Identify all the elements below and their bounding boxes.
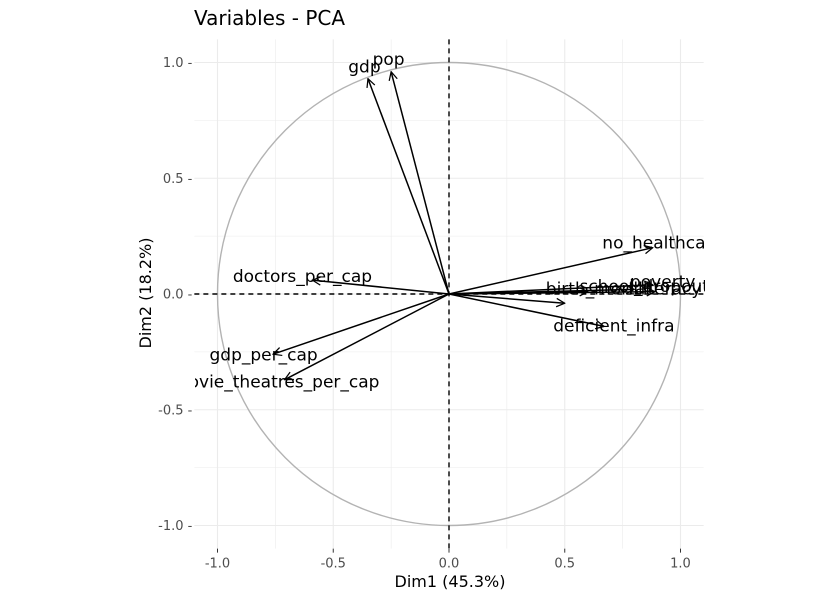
y-tick-label: 1.0 - bbox=[163, 56, 193, 71]
x-tick-label: 0.0 bbox=[439, 557, 460, 572]
arrow-doctors-per-cap bbox=[312, 280, 450, 295]
arrow-movie-theatres-per-cap bbox=[285, 293, 450, 381]
y-tick-label: 0.0 - bbox=[163, 288, 193, 303]
label-birth-mortal: birth_mortal bbox=[546, 280, 650, 300]
label-no-healthcare: no_healthcare bbox=[602, 233, 722, 253]
x-axis-title: Dim1 (45.3%) bbox=[395, 572, 506, 591]
label-doctors-per-cap: doctors_per_cap bbox=[233, 267, 372, 287]
label-movie-theatres-per-cap: movie_theatres_per_cap bbox=[172, 372, 379, 392]
label-school-dropout: school_dropout bbox=[579, 277, 709, 297]
chart-title: Variables - PCA bbox=[194, 6, 345, 30]
arrow-birth-mortal bbox=[448, 292, 588, 294]
arrow-deficient-infra bbox=[448, 293, 604, 326]
y-tick-label: 0.5 - bbox=[163, 172, 193, 187]
arrow-unlabeled bbox=[448, 293, 565, 303]
x-axis-ticks: -1.0 -0.5 0.0 0.5 1.0 bbox=[205, 548, 691, 572]
arrow-no-healthcare bbox=[448, 248, 653, 295]
x-tick-label: -1.0 bbox=[205, 557, 230, 572]
label-pop: pop bbox=[373, 50, 405, 70]
arrow-gdp-per-cap bbox=[273, 293, 450, 354]
y-axis-ticks: -1.0 - -0.5 - 0.0 - 0.5 - 1.0 - bbox=[158, 56, 193, 534]
label-deficient-infra: deficient_infra bbox=[553, 316, 674, 336]
arrow-pop bbox=[391, 72, 450, 295]
label-gdp-per-cap: gdp_per_cap bbox=[210, 345, 318, 365]
y-tick-label: -1.0 - bbox=[158, 519, 192, 534]
label-poverty: poverty bbox=[630, 272, 695, 292]
x-tick-label: 0.5 bbox=[554, 557, 575, 572]
x-tick-label: 1.0 bbox=[670, 557, 691, 572]
label-gdp: gdp bbox=[348, 57, 380, 77]
variable-arrows bbox=[273, 72, 655, 381]
x-tick-label: -0.5 bbox=[321, 557, 346, 572]
y-axis-title: Dim2 (18.2%) bbox=[136, 238, 155, 349]
label-illiteracy: illiteracy bbox=[629, 280, 702, 300]
y-tick-label: -0.5 - bbox=[158, 403, 192, 418]
arrow-gdp bbox=[368, 79, 450, 295]
